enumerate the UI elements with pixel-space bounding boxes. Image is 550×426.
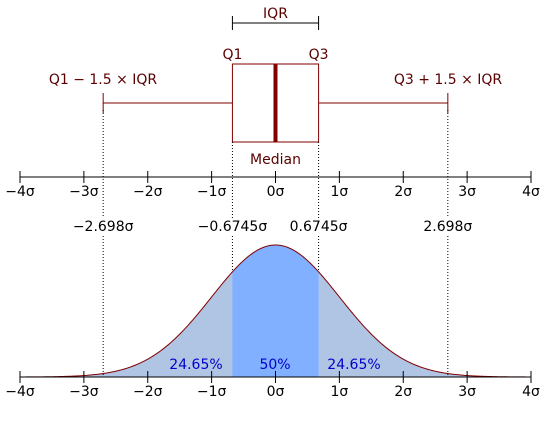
left-region-percent: 24.65% bbox=[169, 357, 222, 373]
q3-label: Q3 bbox=[309, 47, 329, 63]
bottom-axis-tick-label: −1σ bbox=[197, 384, 227, 400]
bottom-axis-tick-label: −2σ bbox=[133, 384, 163, 400]
top-axis-tick-label: −3σ bbox=[69, 184, 99, 200]
upper-whisker-label: Q3 + 1.5 × IQR bbox=[394, 72, 503, 88]
bottom-axis-tick-label: 2σ bbox=[394, 384, 412, 400]
top-axis-tick-label: 2σ bbox=[394, 184, 412, 200]
top-axis-tick-label: 0σ bbox=[267, 184, 285, 200]
bottom-axis: −4σ −3σ −2σ −1σ 0σ 1σ 2σ 3σ 4σ bbox=[5, 371, 540, 400]
iqr-label: IQR bbox=[263, 6, 288, 22]
top-axis-tick-label: −2σ bbox=[133, 184, 163, 200]
bottom-axis-tick-label: 1σ bbox=[330, 384, 348, 400]
right-region-percent: 24.65% bbox=[327, 357, 380, 373]
bell-curve bbox=[19, 244, 532, 378]
marker-labels: −2.698σ −0.6745σ 0.6745σ 2.698σ bbox=[73, 219, 473, 235]
marker-label: 0.6745σ bbox=[290, 219, 348, 235]
boxplot: IQR Q1 Q3 Q1 − 1.5 × IQR Q3 + 1.5 × IQR … bbox=[49, 6, 503, 168]
iqr-bracket: IQR bbox=[231, 6, 320, 30]
bottom-axis-tick-label: −3σ bbox=[69, 384, 99, 400]
top-axis-tick-label: −4σ bbox=[5, 184, 35, 200]
bottom-axis-tick-label: 4σ bbox=[522, 384, 540, 400]
bottom-axis-tick-label: 3σ bbox=[458, 384, 476, 400]
center-area bbox=[232, 245, 319, 377]
top-axis-tick-label: 4σ bbox=[522, 184, 540, 200]
middle-region-percent: 50% bbox=[259, 357, 290, 373]
median-label: Median bbox=[250, 152, 301, 168]
bottom-axis-tick-label: −4σ bbox=[5, 384, 35, 400]
marker-label: −0.6745σ bbox=[198, 219, 268, 235]
top-axis: −4σ −3σ −2σ −1σ 0σ 1σ 2σ 3σ 4σ bbox=[5, 171, 540, 200]
marker-label: −2.698σ bbox=[73, 219, 134, 235]
bottom-axis-tick-label: 0σ bbox=[267, 384, 285, 400]
q1-label: Q1 bbox=[222, 47, 242, 63]
top-axis-tick-label: −1σ bbox=[197, 184, 227, 200]
top-axis-tick-label: 3σ bbox=[458, 184, 476, 200]
normal-distribution: 24.65% 50% 24.65% bbox=[19, 244, 532, 378]
top-axis-tick-label: 1σ bbox=[330, 184, 348, 200]
lower-whisker-label: Q1 − 1.5 × IQR bbox=[49, 72, 158, 88]
dotted-guide-lines bbox=[102, 110, 449, 377]
marker-label: 2.698σ bbox=[423, 219, 472, 235]
